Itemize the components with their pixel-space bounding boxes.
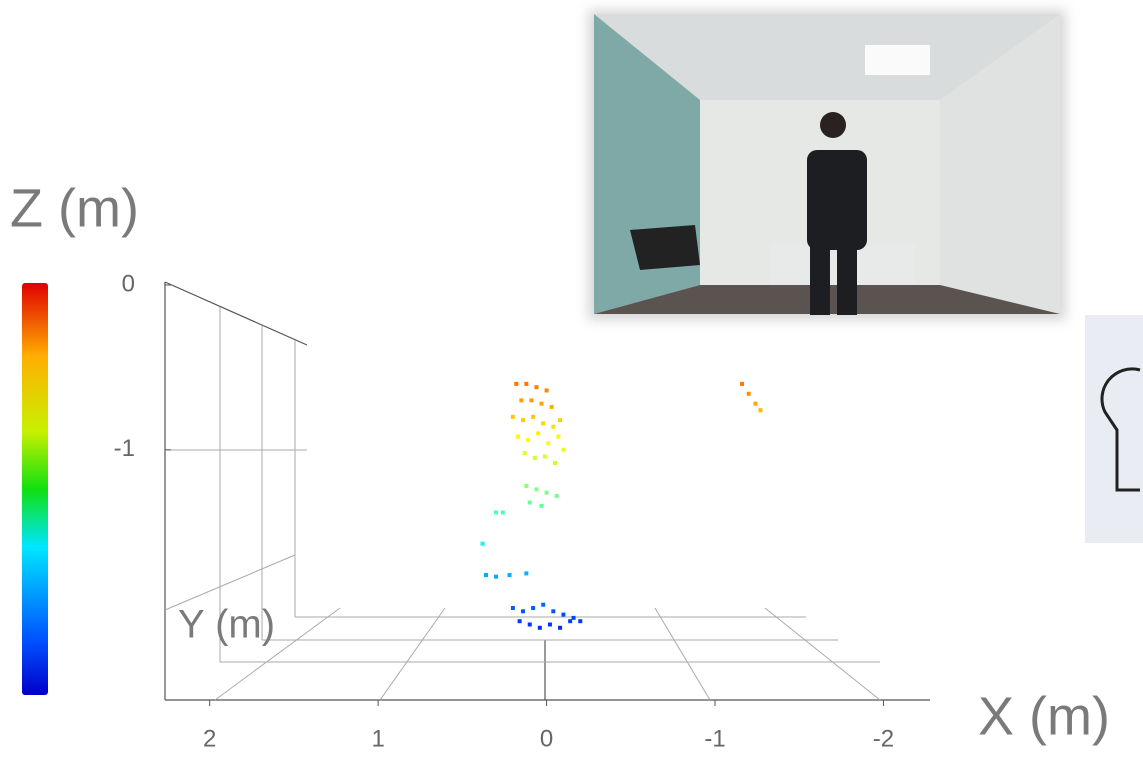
point: [531, 415, 535, 419]
point: [546, 441, 550, 445]
point: [518, 619, 522, 623]
point: [511, 606, 515, 610]
point: [508, 573, 512, 577]
point: [511, 415, 515, 419]
point: [740, 382, 744, 386]
colorbar: [22, 283, 48, 695]
point: [531, 606, 535, 610]
point: [484, 573, 488, 577]
side-panel: [1085, 315, 1143, 543]
z-tick-label: 0: [122, 270, 135, 297]
point: [481, 542, 485, 546]
point: [568, 619, 572, 623]
z-tick-label: -1: [114, 435, 135, 462]
point: [556, 435, 560, 439]
point: [536, 431, 540, 435]
point: [521, 609, 525, 613]
point: [551, 609, 555, 613]
point: [550, 405, 554, 409]
point: [529, 398, 533, 402]
point: [747, 392, 751, 396]
point: [753, 402, 757, 406]
point: [540, 402, 544, 406]
point: [514, 382, 518, 386]
point: [524, 571, 528, 575]
point: [540, 504, 544, 508]
point: [548, 622, 552, 626]
x-tick-label: 2: [203, 725, 216, 752]
point: [524, 484, 528, 488]
point: [519, 398, 523, 402]
point: [534, 385, 538, 389]
point: [494, 510, 498, 514]
point: [538, 626, 542, 630]
point: [545, 388, 549, 392]
x-tick-label: -2: [873, 725, 894, 752]
point: [545, 491, 549, 495]
x-tick-label: 0: [540, 725, 553, 752]
point: [524, 382, 528, 386]
point: [501, 510, 505, 514]
point: [526, 438, 530, 442]
x-axis-label: X (m): [978, 686, 1110, 746]
point: [555, 494, 559, 498]
point: [578, 619, 582, 623]
point: [523, 451, 527, 455]
point: [551, 425, 555, 429]
point: [541, 603, 545, 607]
x-tick-label: -1: [704, 725, 725, 752]
z-axis-label: Z (m): [10, 178, 139, 238]
point: [494, 575, 498, 579]
point: [541, 421, 545, 425]
y-axis-label: Y (m): [178, 603, 275, 647]
point: [561, 613, 565, 617]
point: [533, 456, 537, 460]
point: [528, 501, 532, 505]
point: [759, 408, 763, 412]
point: [553, 461, 557, 465]
x-tick-label: 1: [371, 725, 384, 752]
point: [543, 454, 547, 458]
point: [534, 487, 538, 491]
point: [516, 435, 520, 439]
point: [528, 622, 532, 626]
point: [561, 448, 565, 452]
point: [558, 418, 562, 422]
point: [521, 418, 525, 422]
camera-photo: [588, 10, 1066, 320]
figure: Z (m) Y (m) X (m) 2 1 0 -1 -2 0 -1: [0, 0, 1143, 768]
point: [558, 626, 562, 630]
